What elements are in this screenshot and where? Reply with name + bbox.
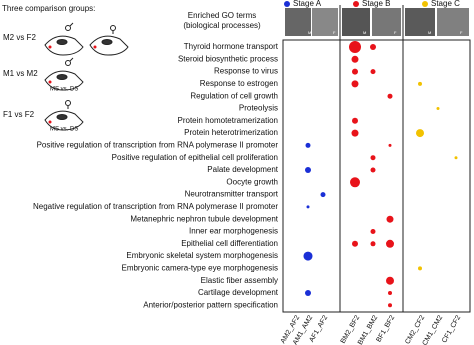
dot [388, 291, 392, 295]
dot [349, 41, 361, 53]
row-label: Cartilage development [198, 288, 279, 297]
photo-label: F [460, 30, 463, 35]
dot [352, 117, 358, 124]
photo-label: F [333, 30, 336, 35]
dot [320, 192, 326, 198]
header: Enriched GO terms (biological processes) [183, 11, 261, 30]
column-label: CF1_CF2 [441, 314, 462, 344]
row-label: Protein heterotrimerization [184, 128, 278, 137]
dot [305, 142, 311, 148]
left-title: Three comparison groups: [2, 4, 95, 13]
row-label: Elastic fiber assembly [201, 276, 278, 285]
photo-label: M [363, 30, 366, 35]
dot [370, 241, 376, 247]
row-label: Thyroid hormone transport [184, 42, 279, 51]
dot [305, 290, 311, 296]
schematic-marks [48, 45, 97, 124]
dot [370, 167, 376, 173]
dot [351, 80, 359, 88]
row-label: Negative regulation of transcription fro… [33, 202, 278, 211]
dot [370, 229, 376, 234]
legend-label: Stage C [431, 0, 460, 8]
photo-label: F [394, 30, 397, 35]
row-label: Response to estrogen [200, 79, 278, 88]
dot [418, 81, 422, 86]
group-note: MS vs. DS [50, 127, 78, 133]
dot [436, 107, 440, 110]
dot [370, 69, 376, 75]
header-line: (biological processes) [183, 21, 261, 30]
legend-swatch [353, 1, 359, 7]
header-line: Enriched GO terms [188, 11, 256, 20]
dot [416, 129, 424, 138]
row-label: Proteolysis [239, 104, 278, 113]
row-label: Metanephric nephron tubule development [130, 214, 278, 223]
group-label: F1 vs F2 [3, 110, 35, 119]
dot [303, 251, 313, 261]
photos [285, 8, 469, 36]
dot [306, 205, 310, 209]
dot [386, 239, 394, 248]
schematics [44, 22, 129, 131]
group-label: M1 vs M2 [3, 69, 38, 78]
row-label: Protein homotetramerization [178, 116, 279, 125]
row-label: Inner ear morphogenesis [189, 227, 278, 236]
dot [351, 55, 359, 63]
row-label: Palate development [207, 165, 278, 174]
legend-label: Stage A [293, 0, 322, 8]
dot [370, 44, 376, 50]
dot [388, 303, 392, 308]
group-note: MS vs. DS [50, 87, 78, 93]
dot [454, 156, 458, 160]
plot-frame [282, 39, 471, 313]
dot [418, 266, 422, 271]
row-label: Embryonic camera-type eye morphogenesis [121, 264, 278, 273]
dot [370, 155, 376, 161]
dot [386, 276, 394, 285]
dot [386, 215, 394, 223]
photo-label: M [308, 30, 311, 35]
row-label: Positive regulation of transcription fro… [37, 141, 279, 150]
dot [388, 143, 392, 147]
legend-swatch [284, 1, 290, 7]
row-label: Neurotransmitter transport [185, 190, 279, 199]
row-label: Steroid biosynthetic process [178, 54, 278, 63]
legend-label: Stage B [362, 0, 390, 8]
row-label: Epithelial cell differentiation [181, 239, 278, 248]
row-label: Oocyte growth [226, 177, 278, 186]
row-label: Response to virus [214, 67, 278, 76]
row-label: Anterior/posterior pattern specification [143, 300, 278, 309]
dot [352, 68, 358, 75]
dot [351, 129, 359, 137]
row-label: Positive regulation of epithelial cell p… [112, 153, 278, 162]
photo-label: M [428, 30, 431, 35]
legend-swatch [422, 1, 428, 7]
dot [350, 177, 360, 188]
dot [352, 240, 358, 247]
group-label: M2 vs F2 [3, 33, 36, 42]
row-label: Regulation of cell growth [190, 91, 278, 100]
dot [387, 93, 393, 99]
dot [305, 167, 311, 173]
row-label: Embryonic skeletal system morphogenesis [126, 251, 278, 260]
